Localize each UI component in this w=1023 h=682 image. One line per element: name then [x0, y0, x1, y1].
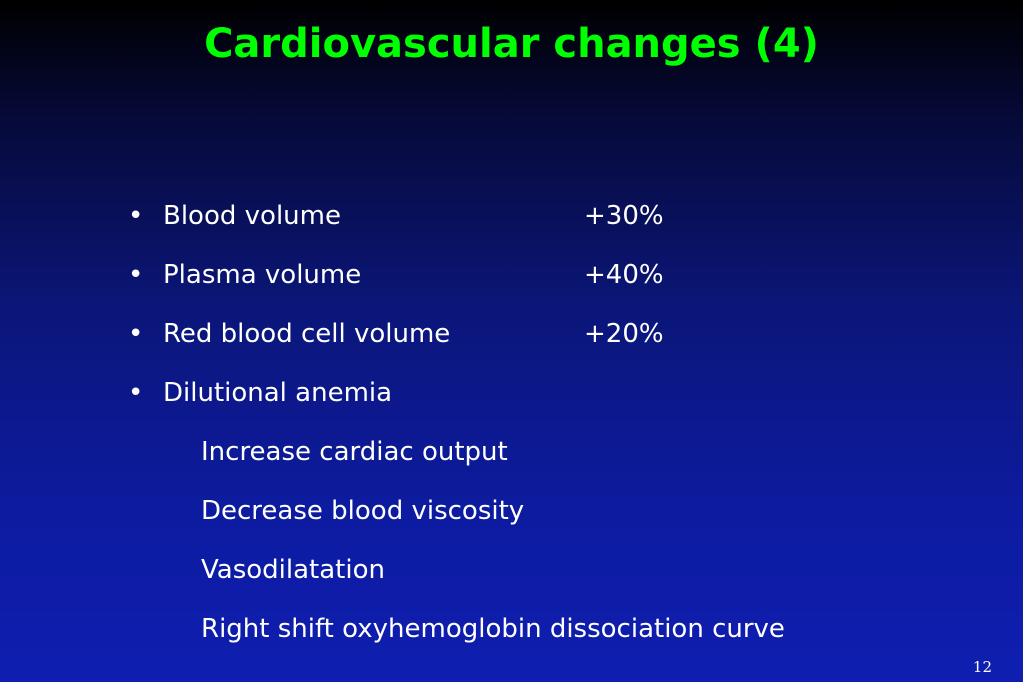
bullet-icon: •: [128, 201, 144, 231]
sub-item-text: Vasodilatation: [201, 555, 385, 585]
bullet-value: +30%: [584, 201, 664, 231]
bullet-label: Red blood cell volume: [163, 319, 451, 349]
bullet-label: Dilutional anemia: [163, 378, 393, 408]
bullet-icon: •: [128, 378, 144, 408]
bullet-icon: •: [128, 319, 144, 349]
bullet-value: +40%: [584, 260, 664, 290]
bullet-label: Plasma volume: [163, 260, 362, 290]
sub-item-text: Decrease blood viscosity: [201, 496, 525, 526]
slide-title: Cardiovascular changes (4): [204, 21, 819, 67]
sub-item-text: Increase cardiac output: [201, 437, 508, 467]
bullet-label: Blood volume: [163, 201, 341, 231]
bullet-icon: •: [128, 260, 144, 290]
bullet-value: +20%: [584, 319, 664, 349]
page-number: 12: [972, 658, 992, 676]
sub-item-text: Right shift oxyhemoglobin dissociation c…: [201, 614, 785, 644]
